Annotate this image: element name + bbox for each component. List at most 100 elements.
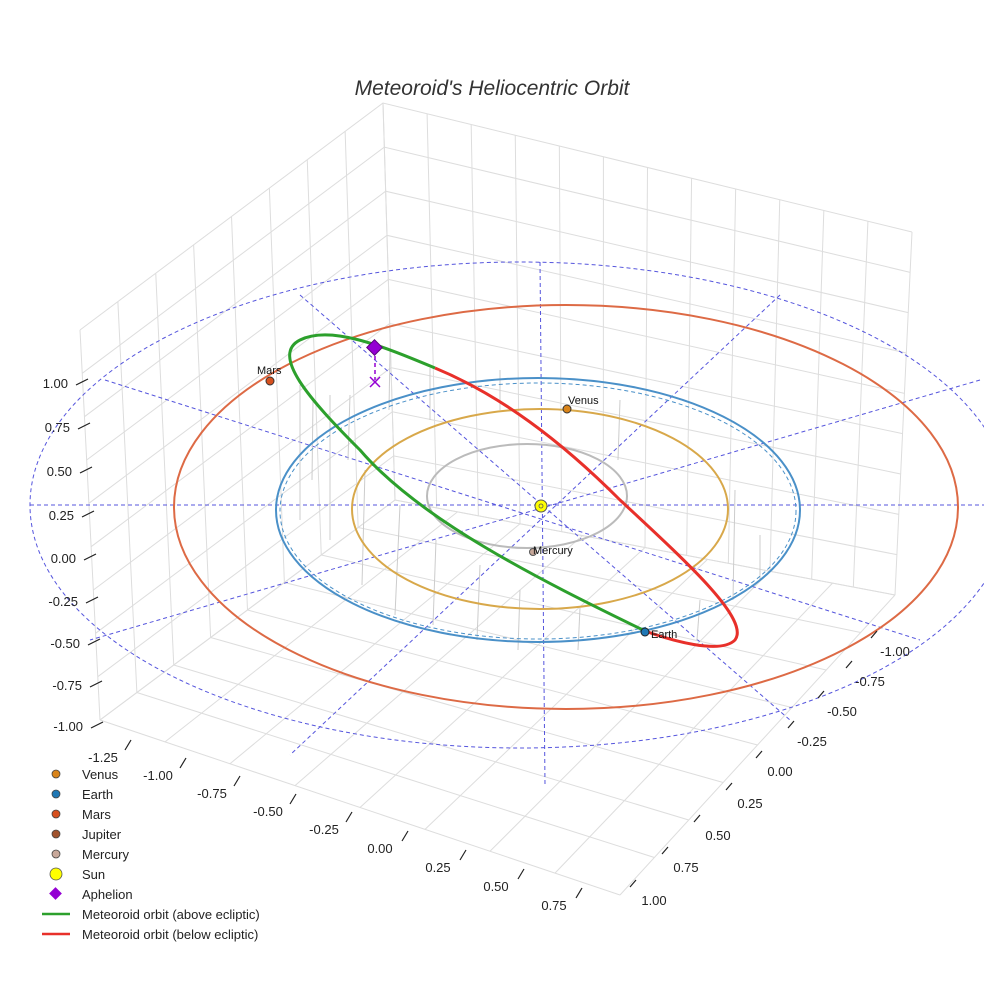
grid-line [382, 102, 396, 501]
y-tick-mark [661, 846, 669, 855]
x-axis-ticks: -1.25 -1.00 -0.75 -0.50 -0.25 0.00 0.25 0.50 0.7… [88, 739, 583, 913]
grid-line [894, 231, 913, 596]
earth-orbit [275, 377, 801, 643]
venus-marker [562, 404, 572, 414]
y-tick-mark [870, 630, 878, 639]
grid-line [727, 188, 737, 564]
y-tick-label: -0.50 [827, 704, 857, 719]
planet-orbits [173, 304, 959, 710]
sun-marker [534, 499, 548, 513]
meteoroid-orbit-above [288, 333, 646, 633]
aphelion-marker [366, 339, 383, 356]
drop-line [577, 607, 581, 651]
legend-item: Aphelion [49, 887, 133, 902]
grid-line [231, 216, 248, 611]
legend-item: Jupiter [51, 827, 122, 842]
mercury-label: Mercury [533, 545, 573, 557]
x-tick-label: 0.75 [541, 898, 566, 913]
floor-grid-line [424, 559, 708, 830]
drop-line [347, 394, 351, 461]
legend-sun-icon [49, 867, 63, 881]
grid-line [97, 455, 897, 678]
legend-item: Venus [51, 767, 119, 782]
meteoroid-orbit-below [434, 366, 739, 648]
grid-line [93, 367, 901, 591]
mercury-orbit [426, 443, 628, 549]
mars-orbit [173, 304, 959, 710]
ecliptic-axis-line [289, 294, 781, 756]
grid-line [117, 301, 138, 693]
ecliptic-axis-line [539, 261, 546, 786]
x-tick-label: 0.25 [425, 860, 450, 875]
earth-label: Earth [651, 629, 677, 641]
z-tick-mark [90, 721, 104, 729]
grid-line [268, 188, 285, 583]
x-tick-label: 0.50 [483, 879, 508, 894]
legend-item: Earth [51, 787, 113, 802]
x-tick-label: 0.00 [367, 841, 392, 856]
z-tick-label: 0.25 [49, 508, 74, 523]
legend-dot-icon [51, 769, 61, 779]
x-tick-mark [517, 868, 525, 880]
axis-grid [79, 102, 913, 896]
floor-grid-line [294, 535, 583, 787]
legend-label: Aphelion [82, 887, 133, 902]
floor-grid-line [99, 499, 396, 721]
grid-line [79, 102, 913, 331]
grid-line [426, 113, 438, 508]
mars-marker [265, 376, 275, 386]
z-tick-label: 0.00 [51, 551, 76, 566]
sun-core [538, 503, 544, 509]
grid-line [90, 323, 903, 548]
mars-label: Mars [257, 365, 282, 377]
grid-line [95, 411, 899, 634]
legend: Venus Earth Mars Jupiter Mercury Sun Aphelion M… [42, 767, 260, 942]
drop-line [311, 399, 314, 481]
z-tick-label: 0.75 [45, 420, 70, 435]
x-tick-mark [124, 739, 132, 751]
x-tick-mark [401, 830, 409, 842]
x-tick-label: -1.00 [143, 768, 173, 783]
x-tick-mark [345, 811, 353, 823]
legend-label: Mercury [82, 847, 129, 862]
legend-dot-icon [51, 829, 61, 839]
drop-line [432, 539, 437, 626]
drop-line [732, 489, 736, 601]
y-axis-ticks: -1.00 -0.75 -0.50-0.25 0.00 0.25 0.50 0.75 1.00 [629, 630, 910, 908]
drop-line [617, 399, 621, 461]
grid-line [344, 131, 359, 528]
venus-label: Venus [568, 395, 599, 407]
x-tick-mark [575, 887, 583, 899]
grid-line [81, 146, 911, 374]
x-tick-label: -0.25 [309, 822, 339, 837]
drop-line [696, 599, 701, 641]
y-tick-mark [817, 690, 825, 699]
y-tick-mark [629, 879, 637, 888]
y-tick-label: -0.75 [855, 674, 885, 689]
drop-line [394, 504, 401, 616]
legend-diamond-icon [49, 887, 62, 900]
z-tick-mark [75, 378, 89, 386]
legend-dot-icon [51, 809, 61, 819]
legend-label: Earth [82, 787, 113, 802]
z-tick-mark [87, 638, 101, 646]
z-axis-ticks: 1.00 0.75 0.50 0.25 0.00 -0.25 -0.50 -0.75 -1.00 [43, 376, 104, 734]
z-tick-mark [77, 422, 91, 430]
legend-label: Meteoroid orbit (below ecliptic) [82, 927, 258, 942]
legend-item: Sun [49, 867, 105, 882]
legend-item: Meteoroid orbit (below ecliptic) [42, 927, 258, 942]
venus-orbit [351, 408, 729, 610]
legend-label: Sun [82, 867, 105, 882]
grid-line [306, 159, 322, 556]
z-tick-mark [83, 553, 97, 561]
y-tick-label: -0.25 [797, 734, 827, 749]
floor-grid-line [554, 582, 833, 874]
y-tick-mark [725, 782, 733, 791]
y-tick-mark [755, 750, 763, 759]
legend-dot-icon [51, 789, 61, 799]
aphelion-projection-marker [369, 376, 381, 388]
y-tick-mark [693, 814, 701, 823]
x-tick-mark [289, 793, 297, 805]
grid-line [852, 221, 869, 588]
legend-label: Meteoroid orbit (above ecliptic) [82, 907, 260, 922]
